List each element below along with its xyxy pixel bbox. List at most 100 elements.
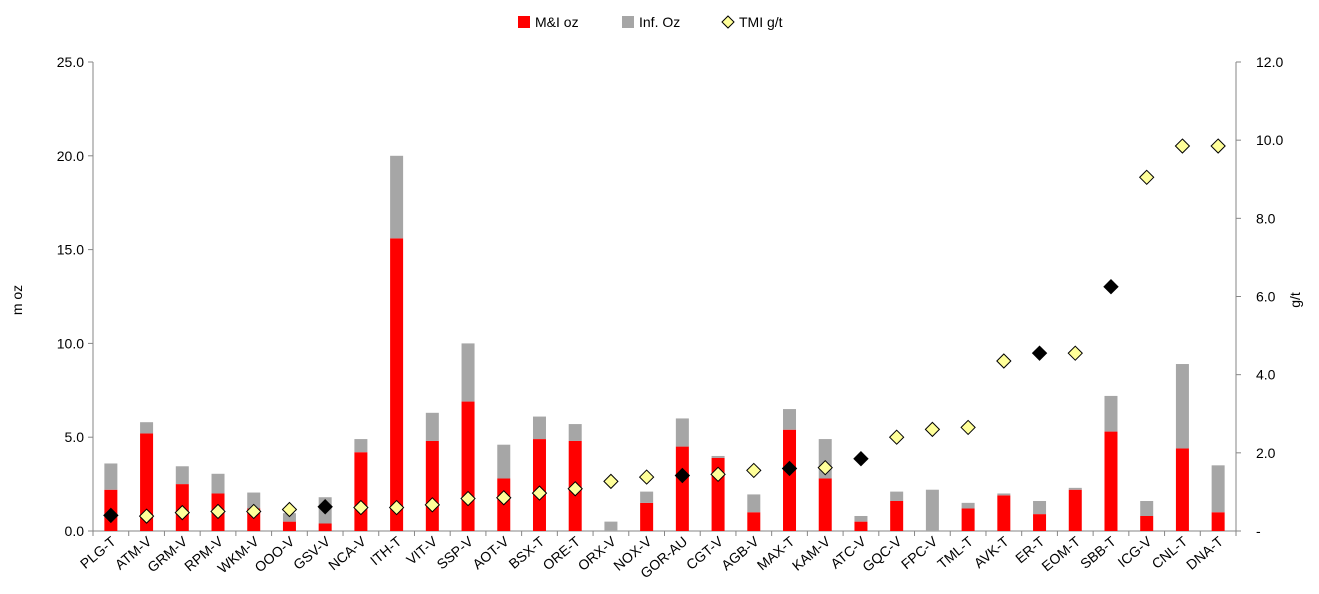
marker-tmi-gt: [138, 508, 155, 524]
y-tick-label: 20.0: [57, 148, 84, 164]
x-tick-label: ORE-T: [539, 533, 583, 574]
bar-inf-oz: [390, 155, 404, 239]
bar-inf-oz: [890, 491, 904, 501]
bar-mi-oz: [425, 440, 439, 531]
bar-mi-oz: [640, 502, 654, 531]
bar-mi-oz: [1068, 489, 1082, 531]
x-tick-labels: PLG-TATM-VGRM-VRPM-VWKM-VOOO-VGSV-VNCA-V…: [77, 531, 1237, 581]
bar-inf-oz: [747, 494, 761, 513]
legend-swatch: [518, 16, 530, 28]
x-tick-label: MAX-T: [754, 533, 798, 574]
marker-tmi-gt: [281, 501, 298, 518]
marker-tmi-gt: [531, 485, 548, 501]
x-tick-label: BSX-T: [506, 533, 548, 572]
x-tick-label: WKM-V: [214, 533, 262, 577]
marker-tmi-gt: [388, 499, 405, 516]
bar-mi-oz: [318, 523, 332, 531]
legend-label: TMI g/t: [739, 14, 783, 30]
x-tick-label: SSP-V: [434, 533, 477, 573]
marker-tmi-gt: [603, 473, 619, 490]
x-tick-label: ICG-V: [1115, 533, 1156, 571]
bar-mi-oz: [1140, 515, 1154, 531]
x-tick-label: TML-T: [934, 533, 976, 572]
x-tick-label: GQC-V: [859, 533, 905, 575]
marker-tmi-gt: [638, 469, 655, 485]
marker-tmi-gt: [246, 503, 262, 520]
x-tick-label: CNL-T: [1148, 533, 1190, 572]
x-tick-label: NCA-V: [325, 533, 369, 574]
marker-tmi-gt: [353, 499, 369, 516]
marker-tmi-gt: [710, 466, 726, 483]
legend-label: Inf. Oz: [639, 14, 680, 30]
bar-inf-oz: [532, 416, 546, 440]
bars: [104, 155, 1225, 531]
bar-mi-oz: [1104, 431, 1118, 531]
marker-tmi-gt: [996, 353, 1012, 369]
legend: M&I oz Inf. Oz TMI g/t: [518, 14, 783, 30]
legend-swatch: [622, 16, 634, 28]
y2-tick-label: 4.0: [1256, 367, 1276, 383]
marker-tmi-gt: [853, 450, 869, 467]
bar-mi-oz: [1033, 514, 1047, 531]
x-tick-label: GSV-V: [290, 533, 334, 573]
x-tick-label: AVK-T: [971, 533, 1012, 571]
bar-inf-oz: [1140, 500, 1154, 516]
marker-tmi-gt: [424, 497, 441, 513]
bar-mi-oz: [997, 495, 1011, 531]
bar-inf-oz: [104, 463, 118, 490]
x-tick-label: DNA-T: [1183, 533, 1226, 573]
x-tick-label: KAM-V: [789, 533, 834, 574]
bar-inf-oz: [997, 493, 1011, 496]
bar-mi-oz: [675, 446, 689, 531]
y-tick-label: 10.0: [57, 335, 84, 351]
bar-inf-oz: [211, 473, 225, 494]
bar-inf-oz: [568, 424, 582, 441]
y2-tick-label: -: [1256, 523, 1261, 539]
marker-tmi-gt: [781, 460, 798, 477]
y2-tick-label: 12.0: [1256, 54, 1283, 70]
bar-mi-oz: [1175, 448, 1189, 531]
bar-inf-oz: [354, 439, 368, 453]
bar-inf-oz: [497, 444, 511, 479]
marker-tmi-gt: [210, 503, 226, 520]
bar-inf-oz: [425, 412, 439, 441]
y-tick-label: 15.0: [57, 242, 84, 258]
marker-tmi-gt: [174, 504, 191, 521]
x-tick-label: CGT-V: [683, 533, 727, 573]
marker-tmi-gt: [1103, 279, 1119, 295]
bar-inf-oz: [140, 422, 154, 434]
axes: [92, 62, 1237, 532]
x-tick-label: SBB-T: [1077, 533, 1119, 572]
bar-mi-oz: [961, 508, 975, 531]
bar-mi-oz: [890, 500, 904, 531]
legend-label: M&I oz: [535, 14, 579, 30]
x-tick-label: FPC-V: [898, 533, 941, 573]
x-tick-label: AOT-V: [469, 533, 512, 573]
bar-mi-oz: [282, 521, 296, 531]
markers: [103, 138, 1226, 524]
bar-mi-oz: [783, 429, 797, 531]
bar-inf-oz: [1175, 364, 1189, 449]
marker-tmi-gt: [567, 481, 583, 497]
bar-inf-oz: [675, 418, 689, 447]
bar-inf-oz: [461, 343, 475, 402]
bar-inf-oz: [1104, 395, 1118, 432]
marker-tmi-gt: [1031, 345, 1048, 361]
bar-inf-oz: [961, 502, 975, 509]
bar-inf-oz: [282, 513, 296, 522]
marker-tmi-gt: [924, 421, 941, 438]
x-tick-label: AGB-V: [718, 533, 762, 574]
marker-tmi-gt: [1174, 138, 1191, 154]
x-tick-label: GRM-V: [144, 533, 191, 576]
x-tick-label: ORX-V: [575, 533, 620, 574]
legend-marker: [721, 15, 735, 29]
bar-mi-oz: [390, 238, 404, 531]
bar-inf-oz: [175, 466, 189, 485]
marker-tmi-gt: [460, 490, 476, 507]
bar-mi-oz: [818, 478, 832, 531]
x-tick-label: OOO-V: [251, 533, 298, 576]
y-axis-title: m oz: [9, 285, 25, 315]
marker-tmi-gt: [317, 499, 333, 515]
bar-mi-oz: [854, 521, 868, 531]
